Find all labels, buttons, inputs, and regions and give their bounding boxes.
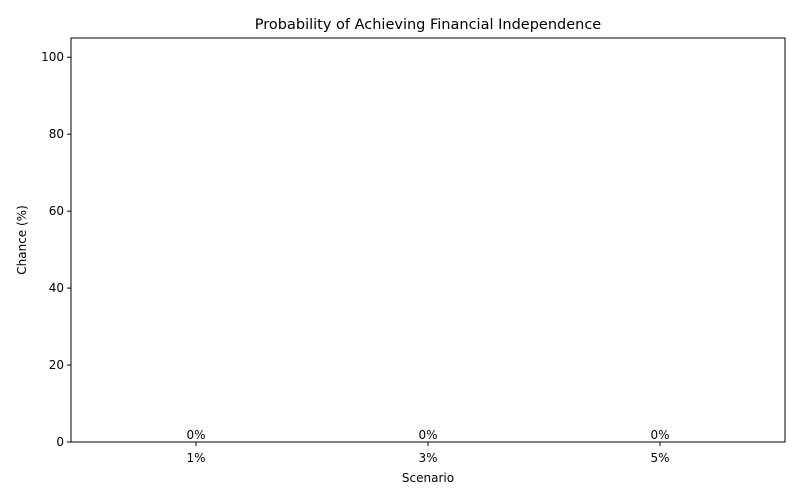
y-tick-label: 80	[49, 127, 64, 141]
y-axis-ticks: 0 20 40 60 80 100	[41, 50, 71, 449]
y-tick-label: 20	[49, 358, 64, 372]
data-label: 0%	[186, 428, 205, 442]
chart-title: Probability of Achieving Financial Indep…	[255, 17, 602, 33]
y-tick-label: 40	[49, 281, 64, 295]
y-axis-label: Chance (%)	[15, 205, 29, 275]
data-labels: 0% 0% 0%	[186, 428, 669, 442]
data-label: 0%	[418, 428, 437, 442]
plot-frame	[70, 37, 786, 443]
x-tick-label: 5%	[650, 451, 669, 465]
data-label: 0%	[650, 428, 669, 442]
y-tick-label: 100	[41, 50, 64, 64]
y-tick-label: 60	[49, 204, 64, 218]
x-axis-label: Scenario	[402, 471, 454, 485]
x-axis-ticks: 1% 3% 5%	[186, 442, 670, 465]
y-tick-label: 0	[56, 435, 64, 449]
x-tick-label: 1%	[186, 451, 205, 465]
x-tick-label: 3%	[418, 451, 437, 465]
